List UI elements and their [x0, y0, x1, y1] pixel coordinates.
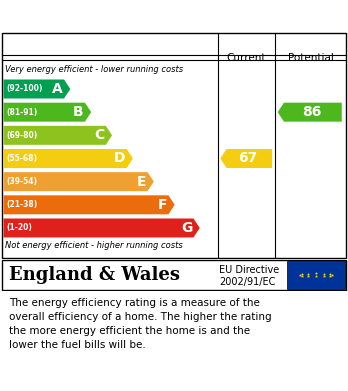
Text: Not energy efficient - higher running costs: Not energy efficient - higher running co…	[5, 241, 183, 250]
Polygon shape	[3, 172, 154, 191]
Text: (69-80): (69-80)	[6, 131, 38, 140]
Polygon shape	[3, 149, 133, 168]
Text: Very energy efficient - lower running costs: Very energy efficient - lower running co…	[5, 65, 183, 74]
Text: England & Wales: England & Wales	[9, 266, 180, 284]
Text: F: F	[158, 198, 167, 212]
Text: B: B	[73, 105, 84, 119]
Text: 67: 67	[238, 151, 258, 165]
Text: The energy efficiency rating is a measure of the
overall efficiency of a home. T: The energy efficiency rating is a measur…	[9, 298, 271, 350]
Text: C: C	[95, 128, 105, 142]
Text: Potential: Potential	[288, 52, 333, 63]
Text: (55-68): (55-68)	[6, 154, 37, 163]
Polygon shape	[3, 79, 70, 99]
Text: (81-91): (81-91)	[6, 108, 38, 117]
Polygon shape	[3, 103, 91, 122]
Text: 2002/91/EC: 2002/91/EC	[219, 277, 276, 287]
Text: E: E	[137, 175, 147, 188]
Text: D: D	[114, 151, 126, 165]
Polygon shape	[3, 196, 175, 214]
Text: (92-100): (92-100)	[6, 84, 43, 93]
Polygon shape	[3, 126, 112, 145]
Text: (21-38): (21-38)	[6, 200, 38, 209]
Text: Current: Current	[227, 52, 266, 63]
Polygon shape	[220, 149, 272, 168]
Bar	[287, 261, 345, 289]
Text: (1-20): (1-20)	[6, 224, 32, 233]
Text: 86: 86	[302, 105, 321, 119]
Text: Energy Efficiency Rating: Energy Efficiency Rating	[9, 7, 238, 25]
Polygon shape	[3, 219, 200, 237]
Polygon shape	[278, 103, 342, 122]
Text: (39-54): (39-54)	[6, 177, 37, 186]
Text: G: G	[181, 221, 192, 235]
Text: EU Directive: EU Directive	[219, 265, 279, 275]
Text: A: A	[52, 82, 63, 96]
